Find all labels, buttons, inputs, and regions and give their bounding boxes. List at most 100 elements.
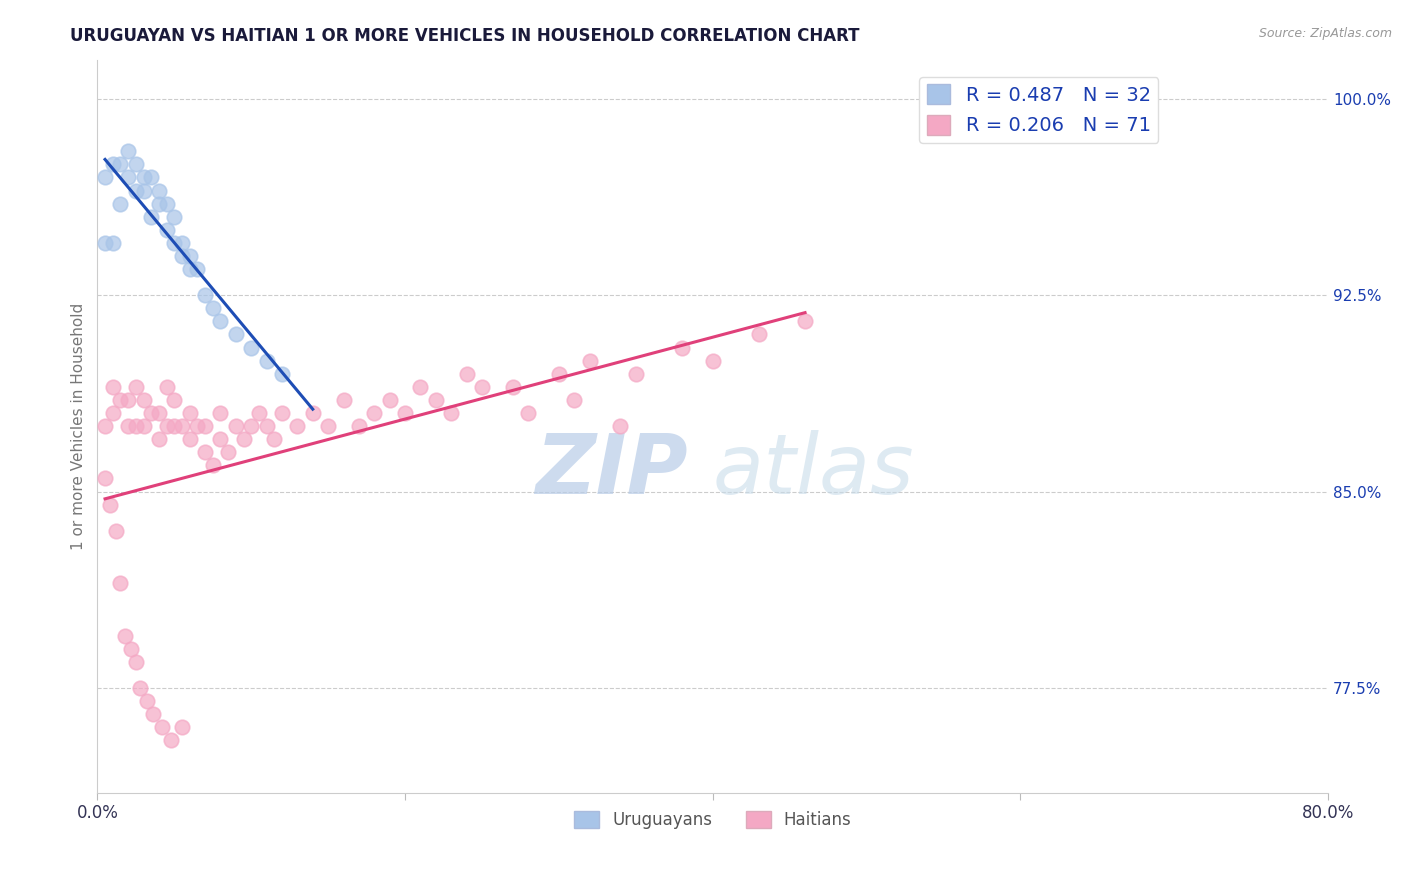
Point — [110, 392, 132, 407]
Point — [120, 641, 142, 656]
Point — [110, 576, 132, 591]
Point — [209, 406, 232, 420]
Point — [101, 235, 124, 250]
Point — [110, 196, 132, 211]
Point — [179, 249, 201, 263]
Point — [209, 432, 232, 446]
Point — [440, 406, 463, 420]
Point — [94, 419, 117, 434]
Point — [101, 380, 124, 394]
Point — [209, 314, 232, 328]
Point — [155, 380, 177, 394]
Point — [94, 170, 117, 185]
Point — [271, 367, 294, 381]
Point — [179, 406, 201, 420]
Point — [125, 655, 148, 669]
Point — [748, 327, 770, 342]
Point — [263, 432, 285, 446]
Point — [186, 262, 208, 277]
Point — [101, 157, 124, 171]
Point — [141, 170, 163, 185]
Point — [271, 406, 294, 420]
Point — [170, 249, 193, 263]
Point — [170, 720, 193, 734]
Point — [101, 406, 124, 420]
Point — [409, 380, 432, 394]
Point — [132, 419, 155, 434]
Point — [125, 380, 148, 394]
Point — [170, 235, 193, 250]
Point — [301, 406, 323, 420]
Point — [247, 406, 270, 420]
Point — [194, 445, 217, 459]
Point — [232, 432, 254, 446]
Point — [117, 170, 139, 185]
Point — [132, 170, 155, 185]
Point — [256, 353, 278, 368]
Point — [148, 196, 170, 211]
Point — [163, 235, 186, 250]
Point — [135, 694, 157, 708]
Point — [225, 327, 247, 342]
Point — [110, 157, 132, 171]
Point — [794, 314, 817, 328]
Point — [702, 353, 724, 368]
Point — [332, 392, 354, 407]
Point — [256, 419, 278, 434]
Point — [548, 367, 571, 381]
Point — [194, 419, 217, 434]
Point — [201, 301, 224, 316]
Point — [562, 392, 585, 407]
Point — [155, 196, 177, 211]
Point — [104, 524, 127, 538]
Point — [163, 419, 186, 434]
Point — [179, 432, 201, 446]
Point — [471, 380, 494, 394]
Point — [114, 629, 136, 643]
Point — [125, 157, 148, 171]
Point — [132, 184, 155, 198]
Point — [517, 406, 540, 420]
Point — [125, 184, 148, 198]
Point — [163, 392, 186, 407]
Y-axis label: 1 or more Vehicles in Household: 1 or more Vehicles in Household — [72, 302, 86, 549]
Point — [129, 681, 152, 695]
Point — [94, 235, 117, 250]
Point — [394, 406, 416, 420]
Point — [285, 419, 308, 434]
Point — [217, 445, 239, 459]
Point — [194, 288, 217, 302]
Point — [425, 392, 447, 407]
Point — [456, 367, 478, 381]
Text: Source: ZipAtlas.com: Source: ZipAtlas.com — [1258, 27, 1392, 40]
Point — [378, 392, 401, 407]
Point — [240, 419, 263, 434]
Point — [201, 458, 224, 473]
Point — [117, 419, 139, 434]
Point — [148, 184, 170, 198]
Point — [363, 406, 385, 420]
Point — [98, 498, 121, 512]
Point — [132, 392, 155, 407]
Point — [160, 733, 183, 747]
Point — [155, 419, 177, 434]
Point — [502, 380, 524, 394]
Point — [671, 341, 693, 355]
Point — [117, 145, 139, 159]
Point — [125, 419, 148, 434]
Point — [142, 707, 165, 722]
Point — [150, 720, 173, 734]
Point — [148, 406, 170, 420]
Text: atlas: atlas — [713, 430, 914, 510]
Point — [148, 432, 170, 446]
Point — [141, 210, 163, 224]
Point — [94, 471, 117, 485]
Point — [316, 419, 339, 434]
Point — [347, 419, 370, 434]
Point — [170, 419, 193, 434]
Legend: Uruguayans, Haitians: Uruguayans, Haitians — [567, 804, 858, 836]
Point — [240, 341, 263, 355]
Point — [179, 262, 201, 277]
Point — [155, 223, 177, 237]
Point — [141, 406, 163, 420]
